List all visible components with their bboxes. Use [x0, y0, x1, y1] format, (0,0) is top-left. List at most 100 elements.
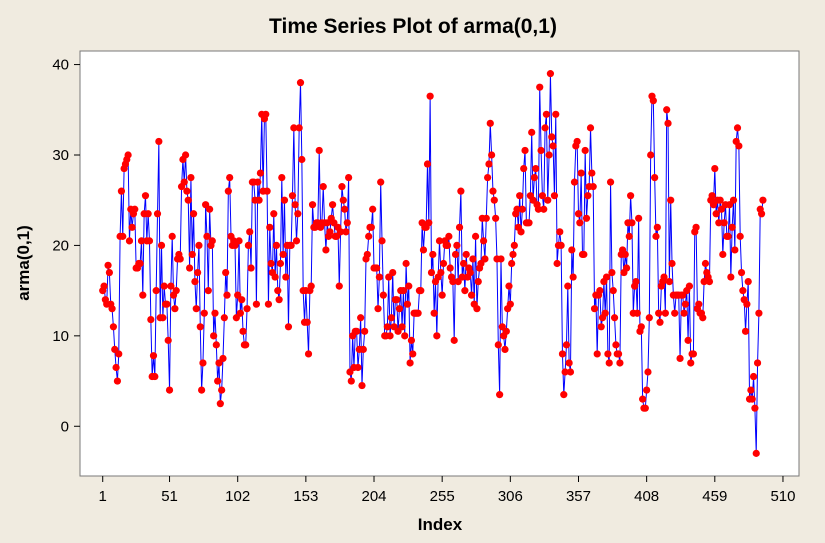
- data-point: [737, 268, 746, 277]
- data-point: [450, 336, 458, 344]
- data-point: [224, 187, 232, 195]
- data-point: [218, 386, 226, 394]
- data-point: [226, 174, 234, 182]
- data-point: [749, 372, 758, 381]
- data-point: [153, 210, 162, 218]
- x-tick-label: 204: [361, 488, 386, 505]
- data-point: [445, 232, 453, 240]
- data-point: [398, 323, 406, 331]
- data-point: [377, 178, 385, 186]
- data-point: [136, 259, 144, 268]
- data-point: [354, 363, 362, 372]
- data-point: [402, 259, 410, 268]
- data-point: [623, 264, 631, 272]
- data-point: [610, 314, 619, 322]
- data-point: [727, 273, 735, 281]
- data-point: [443, 241, 452, 250]
- data-point: [753, 359, 762, 367]
- data-point: [557, 241, 565, 250]
- data-point: [105, 268, 113, 277]
- data-point: [342, 228, 350, 236]
- data-point: [243, 305, 251, 313]
- data-point: [405, 282, 413, 290]
- data-point: [291, 201, 299, 209]
- data-point: [319, 183, 327, 191]
- data-point: [608, 268, 616, 277]
- y-axis: 0 10 20 30 40: [52, 57, 80, 435]
- data-point: [256, 169, 265, 177]
- data-point: [510, 241, 518, 250]
- data-point: [339, 196, 347, 204]
- x-tick-label: 255: [430, 488, 455, 505]
- data-point: [733, 124, 742, 132]
- data-point: [145, 237, 154, 245]
- data-point: [517, 228, 525, 236]
- data-point: [191, 277, 199, 286]
- data-point: [267, 259, 275, 268]
- data-point: [548, 133, 556, 141]
- data-point: [520, 164, 528, 173]
- x-tick-label: 1: [99, 488, 107, 505]
- data-point: [649, 97, 657, 105]
- data-point: [369, 205, 377, 213]
- y-tick-label: 30: [52, 147, 69, 164]
- data-point: [115, 350, 123, 358]
- data-point: [743, 300, 751, 308]
- data-point: [645, 314, 653, 322]
- data-point: [137, 237, 146, 245]
- data-point: [282, 273, 290, 281]
- data-point: [188, 250, 196, 259]
- data-point: [367, 223, 375, 231]
- data-point: [290, 124, 298, 132]
- data-point: [216, 400, 224, 408]
- data-point: [264, 300, 273, 308]
- data-point: [214, 377, 222, 385]
- data-point: [736, 232, 744, 240]
- data-point: [246, 228, 254, 236]
- data-point: [108, 305, 116, 313]
- data-point: [566, 368, 575, 376]
- data-point: [347, 377, 355, 385]
- data-point: [502, 327, 510, 335]
- data-point: [315, 146, 323, 155]
- data-point: [271, 273, 279, 281]
- data-point: [492, 214, 500, 222]
- data-point: [208, 237, 216, 245]
- data-point: [294, 210, 302, 218]
- data-point: [296, 79, 305, 87]
- data-point: [139, 291, 147, 299]
- data-point: [486, 119, 494, 127]
- x-axis-label: Index: [418, 515, 463, 534]
- data-point: [104, 261, 112, 269]
- data-point: [151, 372, 159, 381]
- data-point: [322, 246, 330, 254]
- data-point: [379, 291, 387, 299]
- data-point: [383, 323, 391, 331]
- data-point: [295, 124, 303, 132]
- data-point: [676, 354, 684, 363]
- data-point: [719, 250, 727, 259]
- data-point: [255, 196, 263, 204]
- data-point: [171, 305, 179, 313]
- data-point: [549, 142, 557, 150]
- data-point: [545, 151, 553, 159]
- data-point: [451, 250, 460, 259]
- data-point: [724, 232, 732, 240]
- data-point: [167, 282, 175, 290]
- data-point: [183, 187, 191, 195]
- data-point: [155, 137, 163, 146]
- data-point: [112, 363, 120, 372]
- data-point: [556, 228, 564, 236]
- data-point: [453, 241, 461, 250]
- data-point: [564, 282, 572, 290]
- data-point: [521, 146, 529, 155]
- data-point: [417, 287, 425, 295]
- data-point: [653, 223, 661, 231]
- data-point: [254, 178, 262, 186]
- data-point: [292, 237, 301, 245]
- data-point: [560, 391, 568, 399]
- data-point: [204, 287, 212, 295]
- data-point: [100, 282, 108, 290]
- data-point: [652, 232, 660, 240]
